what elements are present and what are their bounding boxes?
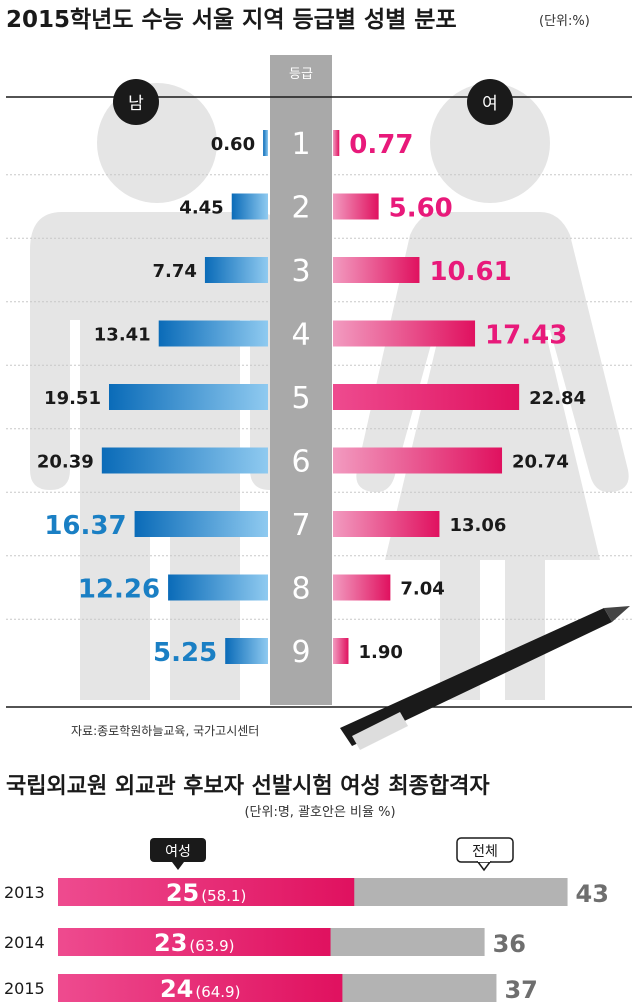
male-bar: [263, 130, 268, 156]
candidate-bars: 2013 25 (58.1) 43 2014 23 (63.9) 36 2015 24 (64.9)…: [4, 878, 609, 1003]
female-bar: [58, 974, 343, 1002]
female-bar: [333, 384, 520, 410]
male-value-label: 4.45: [179, 198, 223, 219]
female-bar: [333, 511, 440, 537]
year-tick-label: 2014: [4, 933, 45, 952]
grade-axis-band: [270, 55, 332, 705]
grade-axis-label: 등급: [289, 67, 313, 82]
female-count-label: 24 (64.9): [160, 975, 241, 1003]
male-value-label: 12.26: [78, 575, 160, 605]
female-badge-label: 여: [482, 94, 498, 114]
female-value-label: 10.61: [429, 257, 511, 287]
female-value-label: 17.43: [485, 321, 567, 351]
female-bar: [333, 130, 340, 156]
male-value-label: 7.74: [152, 261, 196, 282]
female-value-label: 5.60: [389, 194, 453, 224]
grade-tick-label: 2: [291, 191, 310, 226]
grade-tick-label: 6: [291, 445, 310, 480]
female-bar: [333, 193, 379, 220]
unit-note: (단위:%): [539, 14, 590, 29]
female-value-label: 22.84: [529, 388, 586, 409]
total-callout: 전체: [456, 837, 514, 872]
male-value-label: 13.41: [94, 325, 151, 346]
butterfly-bars: 0.60 0.77 1 4.45 5.60 2 7.74 10.61 3 13.41 17.43 4 1…: [37, 127, 586, 670]
male-bar: [108, 384, 268, 410]
total-count-label: 36: [493, 930, 526, 958]
chart2-unit-note: (단위:명, 괄호안은 비율 %): [244, 805, 395, 820]
male-bar: [158, 320, 268, 347]
female-value-label: 7.04: [400, 579, 444, 600]
male-bar: [225, 638, 268, 664]
year-tick-label: 2013: [4, 883, 45, 902]
chart-title: 2015학년도 수능 서울 지역 등급별 성별 분포: [6, 7, 457, 33]
female-count-label: 25 (58.1): [166, 879, 247, 907]
grade-tick-label: 8: [291, 572, 310, 607]
male-bar: [101, 447, 268, 474]
male-value-label: 20.39: [37, 452, 94, 473]
female-value-label: 20.74: [512, 452, 569, 473]
female-bar: [58, 878, 355, 906]
grade-tick-label: 5: [291, 381, 310, 416]
female-value-label: 0.77: [349, 130, 413, 160]
male-badge-label: 남: [128, 94, 144, 114]
female-bar: [333, 447, 503, 474]
male-bar: [134, 511, 268, 537]
male-value-label: 0.60: [211, 134, 255, 155]
male-value-label: 19.51: [44, 388, 101, 409]
year-tick-label: 2015: [4, 979, 45, 998]
male-bar: [204, 257, 268, 283]
female-badge: [467, 79, 513, 125]
grade-tick-label: 7: [291, 508, 310, 543]
svg-text:여성: 여성: [165, 844, 191, 860]
male-badge: [113, 79, 159, 125]
grade-tick-label: 4: [291, 318, 310, 353]
chart2-title: 국립외교원 외교관 후보자 선발시험 여성 최종합격자: [6, 773, 490, 799]
total-count-label: 37: [504, 976, 537, 1003]
total-count-label: 43: [576, 880, 609, 908]
pen-icon: [340, 606, 630, 750]
female-bar: [333, 638, 349, 664]
male-value-label: 5.25: [153, 638, 217, 668]
female-bar: [333, 257, 420, 283]
female-value-label: 1.90: [358, 642, 402, 663]
female-count-label: 23 (63.9): [154, 929, 235, 957]
female-callout: 여성: [150, 838, 206, 870]
male-value-label: 16.37: [44, 511, 126, 541]
grade-tick-label: 1: [291, 127, 310, 162]
female-bar: [333, 320, 476, 347]
source-note: 자료:종로학원하늘교육, 국가고시센터: [71, 724, 259, 738]
grade-tick-label: 3: [291, 254, 310, 289]
svg-text:전체: 전체: [472, 844, 498, 860]
male-bar: [168, 574, 268, 601]
male-bar: [231, 193, 268, 220]
female-bar: [333, 574, 391, 601]
female-value-label: 13.06: [449, 515, 506, 536]
grade-tick-label: 9: [291, 635, 310, 670]
female-bar: [58, 928, 331, 956]
